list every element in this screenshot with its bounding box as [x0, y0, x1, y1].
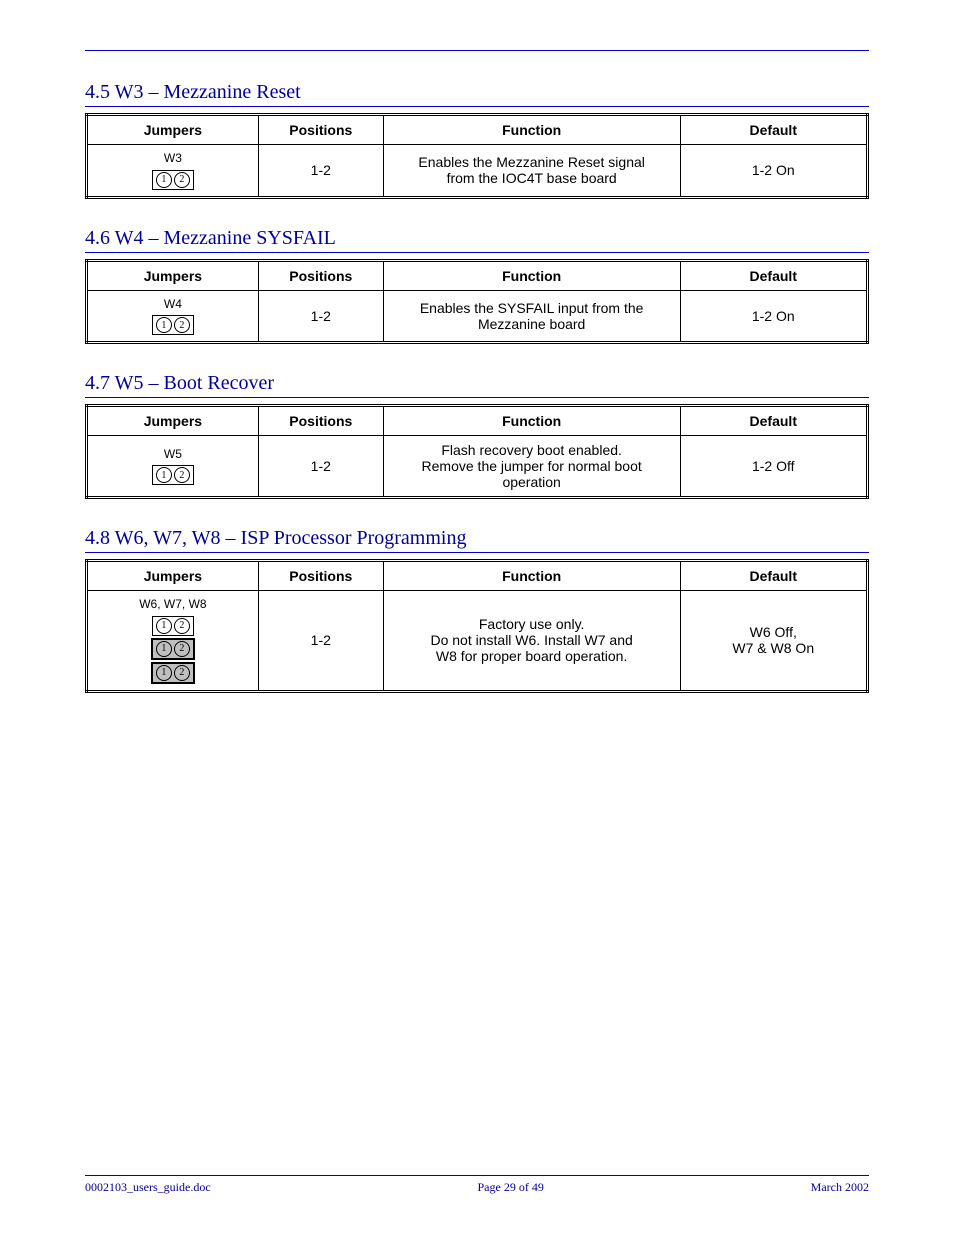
th-function: Function [383, 260, 680, 290]
jumper-label: W6, W7, W8 [96, 597, 250, 611]
jumper-box-shaded-icon: 1 2 [151, 638, 195, 660]
th-jumpers: Jumpers [87, 406, 259, 436]
fn-line: Factory use only. [479, 616, 585, 632]
table-4-6: Jumpers Positions Function Default W4 1 … [85, 259, 869, 345]
cell-default: 1-2 On [680, 145, 867, 198]
cell-jumper-diagram: W4 1 2 [87, 290, 259, 343]
th-jumpers: Jumpers [87, 115, 259, 145]
cell-default: W6 Off, W7 & W8 On [680, 591, 867, 692]
th-positions: Positions [258, 115, 383, 145]
jumper-stack: 1 2 [152, 170, 194, 190]
page-footer: 0002103_users_guide.doc Page 29 of 49 Ma… [85, 1167, 869, 1195]
section-title-4-8: 4.8 W6, W7, W8 – ISP Processor Programmi… [85, 527, 869, 553]
cell-jumper-diagram: W5 1 2 [87, 436, 259, 498]
section-title-4-7: 4.7 W5 – Boot Recover [85, 372, 869, 398]
fn-line: Do not install W6. Install W7 and [430, 632, 632, 648]
jumper-box-icon: 1 2 [152, 170, 194, 190]
fn-line: operation [502, 474, 560, 490]
th-jumpers: Jumpers [87, 260, 259, 290]
table-row: W6, W7, W8 1 2 1 2 1 2 [87, 591, 868, 692]
table-row: W4 1 2 1-2 Enables the SYSFAIL input fro… [87, 290, 868, 343]
def-line: W6 Off, [750, 624, 797, 640]
pin-1-icon: 1 [156, 641, 172, 657]
fn-line: Remove the jumper for normal boot [422, 458, 642, 474]
table-header-row: Jumpers Positions Function Default [87, 561, 868, 591]
jumper-stack: 1 2 [152, 465, 194, 485]
cell-function: Enables the SYSFAIL input from the Mezza… [383, 290, 680, 343]
th-positions: Positions [258, 561, 383, 591]
jumper-box-icon: 1 2 [152, 616, 194, 636]
table-4-7: Jumpers Positions Function Default W5 1 … [85, 404, 869, 499]
th-function: Function [383, 561, 680, 591]
table-header-row: Jumpers Positions Function Default [87, 260, 868, 290]
jumper-stack: 1 2 1 2 1 2 [151, 616, 195, 684]
pin-2-icon: 2 [174, 172, 190, 188]
cell-positions: 1-2 [258, 290, 383, 343]
jumper-label: W5 [96, 447, 250, 461]
jumper-box-shaded-icon: 1 2 [151, 662, 195, 684]
table-header-row: Jumpers Positions Function Default [87, 406, 868, 436]
section-title-4-6: 4.6 W4 – Mezzanine SYSFAIL [85, 227, 869, 253]
pin-2-icon: 2 [174, 641, 190, 657]
footer-right: March 2002 [811, 1180, 869, 1195]
jumper-stack: 1 2 [152, 315, 194, 335]
th-positions: Positions [258, 406, 383, 436]
pin-2-icon: 2 [174, 467, 190, 483]
footer-rule [85, 1175, 869, 1176]
th-default: Default [680, 406, 867, 436]
fn-line: Flash recovery boot enabled. [441, 442, 622, 458]
th-default: Default [680, 115, 867, 145]
table-row: W5 1 2 1-2 Flash recovery boot enabled. … [87, 436, 868, 498]
pin-1-icon: 1 [156, 665, 172, 681]
th-default: Default [680, 260, 867, 290]
pin-1-icon: 1 [156, 618, 172, 634]
pin-1-icon: 1 [156, 317, 172, 333]
th-positions: Positions [258, 260, 383, 290]
cell-function: Flash recovery boot enabled. Remove the … [383, 436, 680, 498]
pin-1-icon: 1 [156, 467, 172, 483]
table-4-8: Jumpers Positions Function Default W6, W… [85, 559, 869, 693]
page: 4.5 W3 – Mezzanine Reset Jumpers Positio… [0, 0, 954, 1235]
th-default: Default [680, 561, 867, 591]
th-function: Function [383, 115, 680, 145]
jumper-box-icon: 1 2 [152, 465, 194, 485]
table-4-5: Jumpers Positions Function Default W3 1 … [85, 113, 869, 199]
cell-default: 1-2 On [680, 290, 867, 343]
fn-line: W8 for proper board operation. [436, 648, 627, 664]
cell-function: Factory use only. Do not install W6. Ins… [383, 591, 680, 692]
cell-jumper-diagram: W6, W7, W8 1 2 1 2 1 2 [87, 591, 259, 692]
header-rule [85, 50, 869, 51]
cell-positions: 1-2 [258, 436, 383, 498]
table-header-row: Jumpers Positions Function Default [87, 115, 868, 145]
fn-line: Enables the Mezzanine Reset signal [418, 154, 644, 170]
jumper-label: W4 [96, 297, 250, 311]
def-line: W7 & W8 On [732, 640, 814, 656]
section-title-4-5: 4.5 W3 – Mezzanine Reset [85, 81, 869, 107]
footer-left: 0002103_users_guide.doc [85, 1180, 211, 1195]
fn-line: from the IOC4T base board [447, 170, 617, 186]
pin-2-icon: 2 [174, 317, 190, 333]
fn-line: Enables the SYSFAIL input from the [420, 300, 644, 316]
cell-default: 1-2 Off [680, 436, 867, 498]
jumper-box-icon: 1 2 [152, 315, 194, 335]
jumper-label: W3 [96, 151, 250, 165]
th-jumpers: Jumpers [87, 561, 259, 591]
cell-positions: 1-2 [258, 591, 383, 692]
fn-line: Mezzanine board [478, 316, 585, 332]
th-function: Function [383, 406, 680, 436]
table-row: W3 1 2 1-2 Enables the Mezzanine Reset s… [87, 145, 868, 198]
pin-2-icon: 2 [174, 665, 190, 681]
footer-center: Page 29 of 49 [478, 1180, 544, 1195]
cell-function: Enables the Mezzanine Reset signal from … [383, 145, 680, 198]
cell-jumper-diagram: W3 1 2 [87, 145, 259, 198]
pin-1-icon: 1 [156, 172, 172, 188]
pin-2-icon: 2 [174, 618, 190, 634]
cell-positions: 1-2 [258, 145, 383, 198]
